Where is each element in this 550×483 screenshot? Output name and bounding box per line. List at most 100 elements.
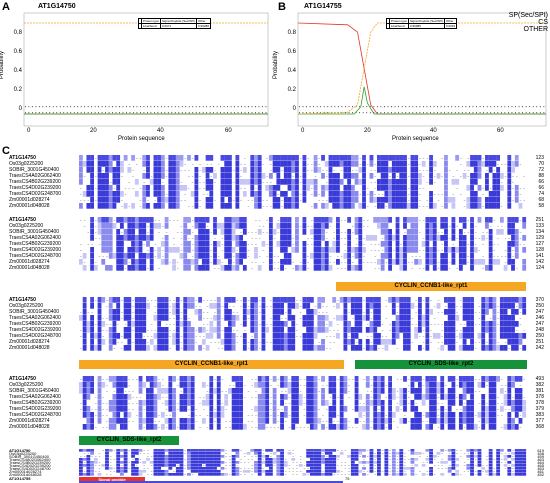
residue-cell: [224, 345, 229, 351]
residue-cell: [522, 259, 527, 265]
residue-cell: [399, 179, 404, 185]
residue-cell: [86, 406, 91, 412]
residue-cell: [157, 191, 162, 197]
residue-cell: [324, 315, 329, 321]
residue-cell: [175, 167, 180, 173]
residue-cell: [82, 321, 87, 327]
residue-cell: [309, 455, 314, 458]
residue-cell: [380, 418, 385, 424]
residue-cell: [235, 185, 240, 191]
residue-cell: [377, 388, 381, 394]
residue-cell: [477, 382, 482, 388]
residue-cell: [470, 458, 474, 461]
residue-cell: [391, 464, 396, 467]
residue-cell: [324, 253, 329, 259]
residue-cell: [201, 400, 206, 406]
residue-cell: [358, 229, 363, 235]
residue-cell: [492, 382, 497, 388]
residue-cell: [224, 155, 229, 161]
residue-cell: [470, 464, 474, 467]
residue-cell: [265, 394, 270, 400]
residue-cell: [272, 412, 277, 418]
sequence-tick: [440, 112, 442, 114]
residue-cell: [86, 167, 91, 173]
residue-cell: [458, 400, 463, 406]
residue-cell: [216, 303, 221, 309]
residue-cell: [503, 327, 508, 333]
residue-cell: [131, 253, 135, 259]
sequence-tick: [483, 106, 485, 108]
residue-cell: [380, 155, 385, 161]
residue-cell: [93, 345, 98, 351]
residue-cell: [466, 345, 471, 351]
residue-cell: [410, 458, 415, 461]
residue-cell: [477, 185, 482, 191]
residue-cell: [254, 470, 258, 473]
residue-cell: [82, 265, 87, 271]
residue-cell: [477, 470, 482, 473]
residue-cell: [216, 424, 221, 430]
residue-cell: [470, 424, 474, 430]
residue-cell: [172, 167, 176, 173]
residue-cell: [380, 179, 385, 185]
residue-cell: [421, 315, 426, 321]
residue-cell: [254, 167, 258, 173]
residue-cell: [112, 406, 117, 412]
residue-cell: [224, 333, 229, 339]
residue-cell: [324, 449, 329, 452]
series-line-sp-sec-spi-: [297, 22, 546, 115]
residue-cell: [347, 197, 352, 203]
residue-cell: [283, 155, 288, 161]
sequence-tick: [77, 106, 79, 108]
residue-cell: [261, 345, 266, 351]
residue-cell: [462, 339, 467, 345]
residue-cell: [175, 203, 180, 209]
residue-cell: [470, 191, 474, 197]
residue-cell: [391, 197, 396, 203]
residue-cell: [153, 173, 158, 179]
sequence-tick: [84, 112, 86, 114]
sequence-tick: [255, 112, 256, 114]
sequence-tick: [476, 106, 477, 108]
residue-cell: [276, 173, 281, 179]
residue-cell: [205, 229, 210, 235]
residue-cell: [377, 455, 381, 458]
residue-cell: [399, 247, 404, 253]
residue-cell: [328, 412, 333, 418]
residue-cell: [257, 449, 262, 452]
residue-cell: [492, 161, 497, 167]
residue-cell: [190, 376, 195, 382]
residue-cell: [514, 467, 519, 470]
residue-cell: [146, 155, 150, 161]
residue-cell: [276, 321, 281, 327]
residue-cell: [250, 315, 255, 321]
residue-cell: [425, 412, 430, 418]
residue-cell: [328, 467, 333, 470]
residue-cell: [220, 449, 225, 452]
residue-cell: [522, 235, 527, 241]
sequence-tick: [52, 106, 54, 108]
residue-cell: [358, 247, 363, 253]
residue-cell: [119, 223, 124, 229]
residue-cell: [440, 406, 445, 412]
residue-cell: [168, 185, 173, 191]
residue-cell: [280, 376, 284, 382]
residue-cell: [313, 223, 318, 229]
residue-cell: [365, 406, 370, 412]
residue-cell: [380, 382, 385, 388]
residue-cell: [198, 467, 203, 470]
residue-cell: [391, 155, 396, 161]
residue-cell: [313, 424, 318, 430]
residue-cell: [451, 464, 456, 467]
residue-cell: [309, 449, 314, 452]
residue-cell: [134, 303, 139, 309]
residue-cell: [313, 259, 318, 265]
alignment-block-1-names: AT1G14750 Os03g0225200 SOBIR_3001G450400 Tr…: [9, 155, 62, 209]
residue-cell: [295, 382, 299, 388]
residue-cell: [332, 412, 337, 418]
residue-cell: [429, 473, 433, 476]
residue-cell: [82, 458, 87, 461]
residue-cell: [194, 179, 199, 185]
residue-cell: [373, 406, 378, 412]
sequence-tick: [45, 106, 47, 108]
